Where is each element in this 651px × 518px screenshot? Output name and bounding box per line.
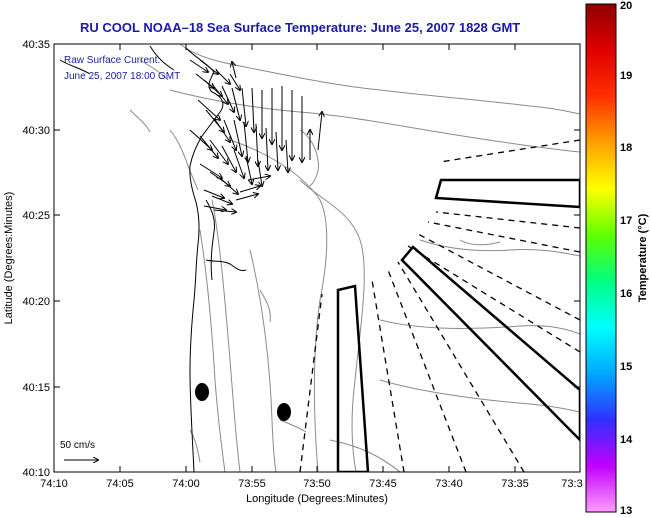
- current-annotation-line1: Raw Surface Current:: [64, 55, 160, 66]
- y-tick-label: 40:25: [22, 210, 50, 222]
- y-tick-label: 40:20: [22, 296, 50, 308]
- current-annotation-line2: June 25, 2007 18:00 GMT: [64, 71, 180, 82]
- colorbar-tick: 19: [620, 70, 632, 82]
- colorbar-gradient: [585, 3, 617, 513]
- y-tick-label: 40:35: [22, 39, 50, 51]
- figure-title: RU COOL NOAA–18 Sea Surface Temperature:…: [80, 20, 520, 35]
- x-tick-label: 73:40: [435, 478, 463, 490]
- x-axis: 74:10 74:05 74:00 73:55 73:50 73:45 73:4…: [40, 44, 583, 490]
- x-axis-label: Longitude (Degrees:Minutes): [246, 493, 388, 505]
- y-tick-label: 40:15: [22, 382, 50, 394]
- buoy-marker-right: [277, 403, 291, 421]
- radar-boxes: [336, 178, 580, 472]
- x-tick-label: 73:55: [238, 478, 266, 490]
- y-axis-label: Latitude (Degrees:Minutes): [3, 192, 15, 325]
- x-tick-label: 73:35: [501, 478, 529, 490]
- y-tick-label: 40:30: [22, 125, 50, 137]
- map-plot-area: [54, 44, 580, 472]
- dashed-sector-lines: [299, 139, 580, 472]
- colorbar-tick: 18: [620, 142, 632, 154]
- x-tick-label: 74:10: [40, 478, 68, 490]
- colorbar-tick: 17: [620, 215, 632, 227]
- scale-label: 50 cm/s: [60, 440, 95, 451]
- y-tick-label: 40:10: [22, 467, 50, 479]
- colorbar-tick: 20: [620, 0, 632, 12]
- colorbar-tick: 16: [620, 288, 632, 300]
- buoy-marker-left: [195, 383, 209, 401]
- x-tick-label: 74:05: [106, 478, 134, 490]
- colorbar-tick: 15: [620, 361, 632, 373]
- colorbar-label: Temperature (°C): [637, 213, 649, 302]
- colorbar-tick: 14: [620, 434, 633, 446]
- colorbar: 20 19 18 17 16 15 14 13 Temperature (°C): [585, 0, 649, 517]
- x-tick-label: 74:00: [172, 478, 200, 490]
- surface-current-vectors: [189, 59, 322, 212]
- x-tick-label: 73:50: [303, 478, 331, 490]
- y-axis: 40:35 40:30 40:25 40:20 40:15 40:10: [22, 39, 580, 479]
- x-tick-label: 73:3: [561, 478, 582, 490]
- colorbar-tick: 13: [620, 505, 632, 517]
- x-tick-label: 73:45: [369, 478, 397, 490]
